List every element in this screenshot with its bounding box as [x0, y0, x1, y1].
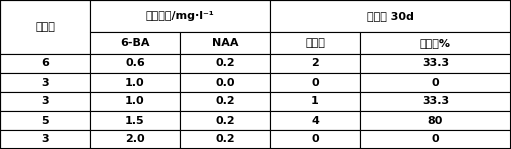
- Text: 1: 1: [311, 97, 319, 107]
- Bar: [180, 130, 270, 149]
- Text: 0: 0: [311, 77, 319, 87]
- Text: 33.3: 33.3: [422, 97, 449, 107]
- Bar: [360, 32, 511, 54]
- Text: 2: 2: [311, 59, 319, 69]
- Text: 6-BA: 6-BA: [120, 38, 150, 48]
- Bar: [0, 54, 90, 73]
- Bar: [0, 0, 90, 54]
- Bar: [0, 92, 90, 111]
- Text: 0.6: 0.6: [125, 59, 145, 69]
- Text: 0.2: 0.2: [215, 59, 235, 69]
- Text: 1.5: 1.5: [125, 115, 145, 125]
- Text: 5: 5: [41, 115, 49, 125]
- Text: 1.0: 1.0: [125, 77, 145, 87]
- Bar: [270, 0, 511, 32]
- Text: 3: 3: [41, 135, 49, 145]
- Bar: [360, 54, 511, 73]
- Bar: [0, 130, 90, 149]
- Bar: [90, 32, 180, 54]
- Bar: [0, 111, 90, 130]
- Text: 80: 80: [428, 115, 443, 125]
- Bar: [90, 92, 180, 111]
- Text: 6: 6: [41, 59, 49, 69]
- Bar: [270, 130, 360, 149]
- Bar: [270, 54, 360, 73]
- Text: 诱导率%: 诱导率%: [420, 38, 451, 48]
- Bar: [360, 92, 511, 111]
- Text: 0.2: 0.2: [215, 97, 235, 107]
- Text: 0.2: 0.2: [215, 115, 235, 125]
- Bar: [270, 73, 360, 92]
- Text: 0: 0: [432, 135, 439, 145]
- Bar: [360, 130, 511, 149]
- Bar: [270, 111, 360, 130]
- Text: 33.3: 33.3: [422, 59, 449, 69]
- Text: 激素浓度/mg·l⁻¹: 激素浓度/mg·l⁻¹: [146, 11, 215, 21]
- Bar: [90, 73, 180, 92]
- Text: 0.0: 0.0: [215, 77, 235, 87]
- Bar: [360, 73, 511, 92]
- Bar: [0, 73, 90, 92]
- Text: 4: 4: [311, 115, 319, 125]
- Bar: [270, 92, 360, 111]
- Text: 1.0: 1.0: [125, 97, 145, 107]
- Bar: [90, 111, 180, 130]
- Text: 接种后 30d: 接种后 30d: [367, 11, 414, 21]
- Text: NAA: NAA: [212, 38, 238, 48]
- Text: 接种数: 接种数: [35, 22, 55, 32]
- Text: 0.2: 0.2: [215, 135, 235, 145]
- Bar: [90, 54, 180, 73]
- Bar: [180, 54, 270, 73]
- Text: 0: 0: [432, 77, 439, 87]
- Bar: [270, 32, 360, 54]
- Text: 0: 0: [311, 135, 319, 145]
- Bar: [180, 111, 270, 130]
- Bar: [180, 92, 270, 111]
- Text: 3: 3: [41, 97, 49, 107]
- Bar: [360, 111, 511, 130]
- Bar: [180, 32, 270, 54]
- Text: 2.0: 2.0: [125, 135, 145, 145]
- Bar: [90, 0, 270, 32]
- Text: 发芽数: 发芽数: [305, 38, 325, 48]
- Text: 3: 3: [41, 77, 49, 87]
- Bar: [90, 130, 180, 149]
- Bar: [180, 73, 270, 92]
